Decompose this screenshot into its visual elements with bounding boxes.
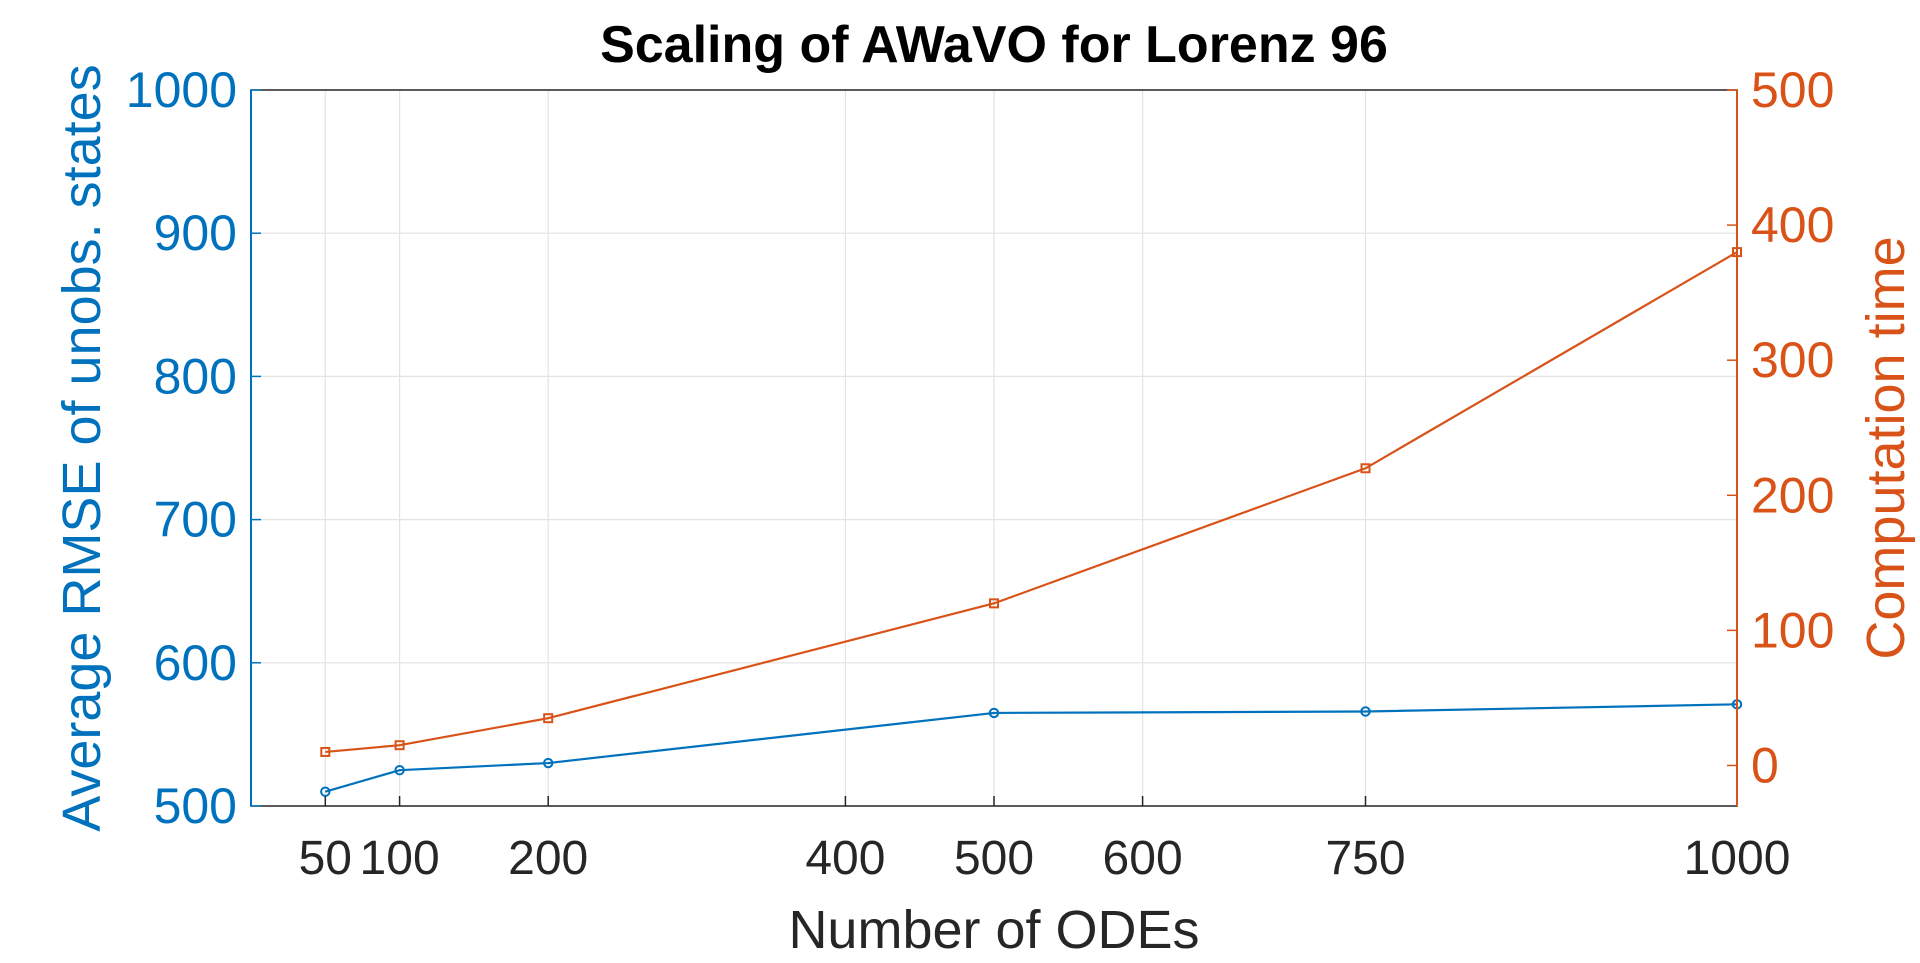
left-y-tick-label: 500 [154,778,237,834]
x-tick-label: 600 [1103,832,1183,885]
computation-time-point [320,746,331,757]
x-tick-label: 200 [508,832,588,885]
x-tick-label: 400 [805,832,885,885]
grid-layer [251,89,1738,807]
computation-time-point [543,713,554,724]
computation-time-series-line [325,251,1738,754]
left-y-tick-label: 700 [154,492,237,548]
x-axis-label: Number of ODEs [788,900,1199,960]
computation-time-point [1360,463,1371,474]
right-y-tick-label: 200 [1751,467,1834,523]
right-y-tick-label: 0 [1751,737,1779,793]
computation-time-point [989,598,999,609]
x-tick-label: 750 [1325,832,1405,885]
rmse-point [543,757,554,769]
left-y-tick-label: 900 [154,205,237,261]
left-y-tick-label: 1000 [126,62,237,118]
x-tick-label: 50 [299,832,352,885]
series-layer [320,247,1743,797]
x-tick-label: 1000 [1684,832,1791,885]
x-tick-label: 100 [360,832,440,885]
computation-time-point [394,740,405,751]
left-y-tick-label: 800 [154,348,237,404]
rmse-point [1360,706,1371,717]
x-tick-label: 500 [954,832,1034,885]
right-y-tick-label: 300 [1751,332,1834,388]
right-y-tick-label: 500 [1751,62,1834,118]
right-y-tick-label: 100 [1751,602,1834,658]
left-y-axis-label: Average RMSE of unobs. states [52,64,112,831]
rmse-point [320,786,331,797]
rmse-point [394,765,405,776]
rmse-point [988,707,1000,719]
tick-layer: 50 100 200 400 500 600 750 10005006007008009001… [126,62,1835,885]
right-y-axis-label: Computation time [1856,236,1916,659]
chart-title: Scaling of AWaVO for Lorenz 96 [600,16,1388,74]
right-y-tick-label: 400 [1751,197,1834,253]
rmse-series-line [324,703,1738,793]
left-y-tick-label: 600 [154,635,237,691]
